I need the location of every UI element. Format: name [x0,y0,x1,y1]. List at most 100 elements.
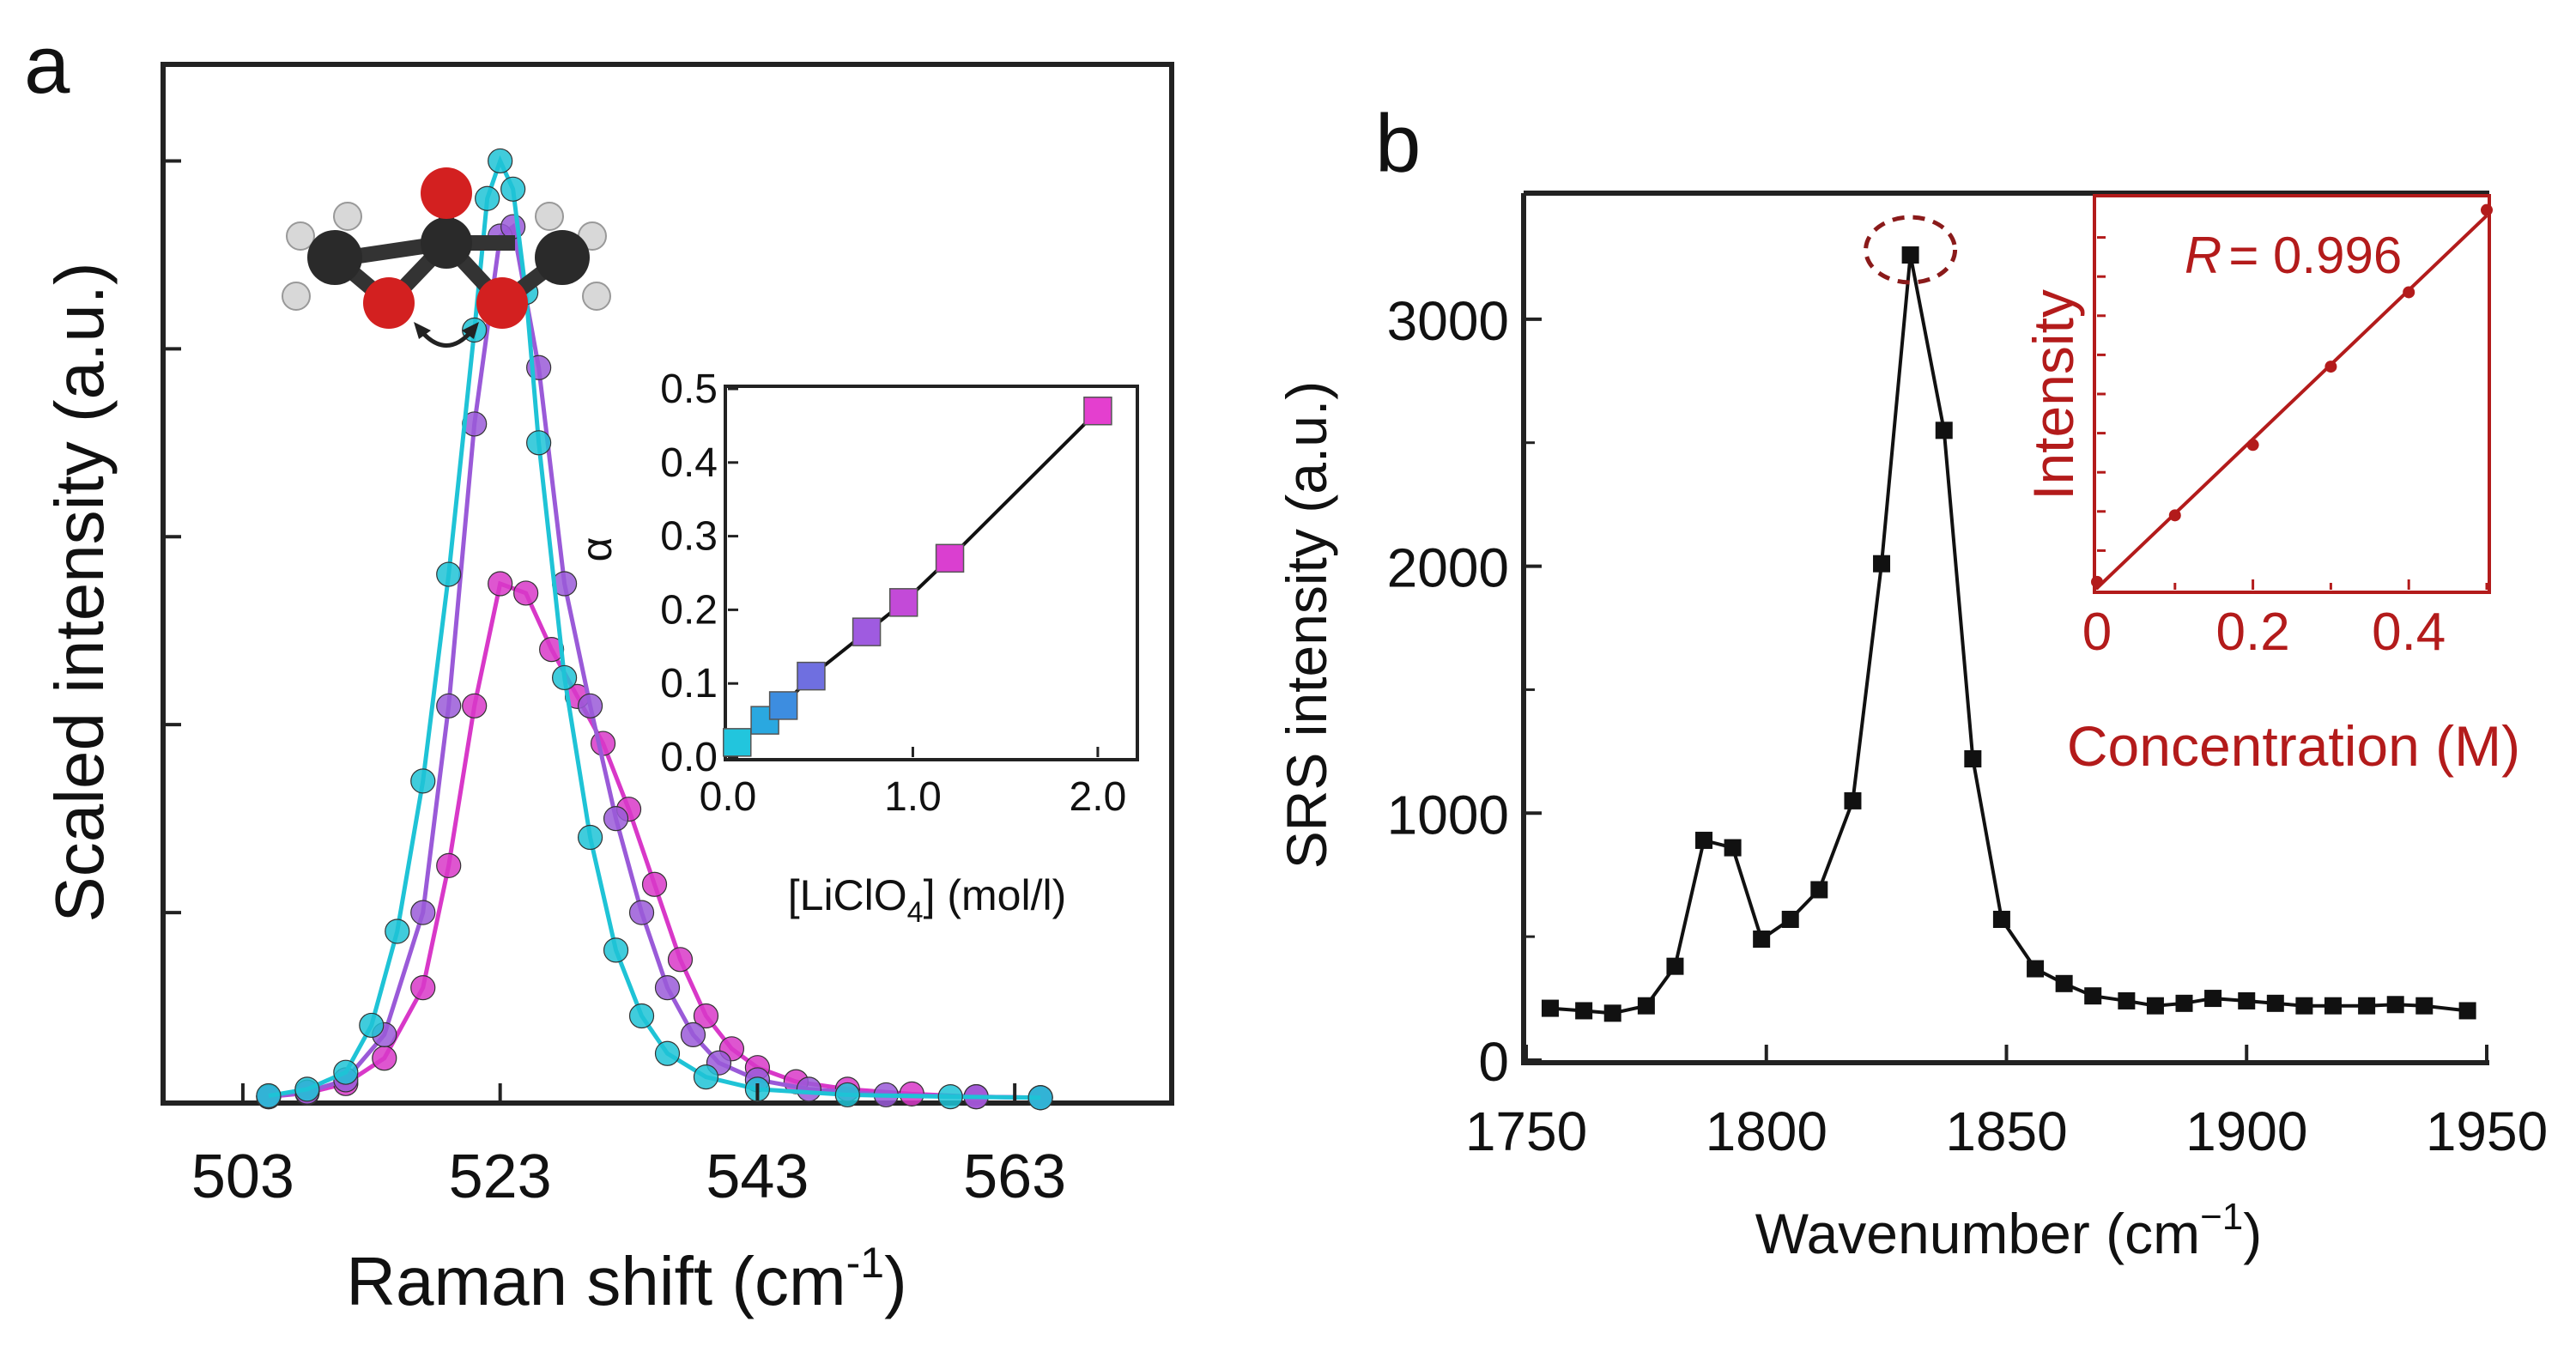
panel-b-y-tick-label-3: 3000 [1387,290,1509,352]
panel-b-inset-point-3 [2324,361,2337,373]
panel-a-inset-point-5 [888,588,918,617]
panel-b-x-tick-label-2: 1850 [1945,1100,2067,1162]
panel-b-point-25 [2295,997,2313,1015]
panel-b-point-2 [1603,1004,1621,1022]
panel-a-inset-y-ticks: 0.0 0.1 0.2 0.3 0.4 0.5 [660,367,738,780]
panel-b-point-6 [1724,839,1742,857]
panel-b-point-1 [1575,1002,1593,1020]
panel-a-inset-y-tick-label-3: 0.3 [660,514,718,560]
panel-a-point-magenta-3 [372,1046,397,1071]
panel-b-inset-point-0 [2091,575,2103,588]
panel-a-point-cyan-9 [488,148,513,174]
panel-a-x-tick-label-3: 563 [963,1143,1066,1211]
panel-a-series-line-violet [268,222,1041,1100]
panel-b: 0 1000 2000 3000 1750 1800 1850 1900 1950 Waven… [1275,191,2548,1265]
panel-a-inset-point-0 [723,728,752,757]
panel-a-inset-y-tick-label-2: 0.2 [660,587,718,633]
panel-b-inset-series [2091,203,2493,590]
panel-a-point-violet-18 [796,1076,821,1102]
panel-a-inset-x-ticks: 0.0 1.0 2.0 [700,747,1126,820]
panel-label-b: b [1375,98,1421,190]
panel-a-point-magenta-13 [641,871,668,897]
panel-a-point-violet-8 [500,214,526,239]
panel-a-inset-point-3 [797,661,826,691]
panel-a-inset-x-tick-label-1: 1.0 [884,774,942,820]
panel-b-y-tick-label-2: 2000 [1387,537,1509,599]
panel-a-inset-y-tick-label-5: 0.5 [660,367,718,412]
panel-b-point-3 [1637,997,1655,1015]
panel-a-point-cyan-8 [475,185,500,211]
panel-b-point-19 [2118,991,2136,1009]
panel-b-point-22 [2204,990,2222,1008]
panel-a-point-cyan-10 [500,176,526,202]
panel-label-a: a [24,19,70,111]
panel-b-point-9 [1810,881,1828,899]
panel-b-inset-fit-line [2095,214,2488,590]
panel-b-inset-ticks: 0 0.2 0.4 [2082,236,2488,662]
panel-b-point-7 [1753,931,1771,949]
panel-b-point-14 [1964,749,1982,767]
panel-b-point-26 [2324,997,2342,1015]
panel-b-axes [1521,191,2489,1065]
panel-b-x-tick-label-1: 1800 [1706,1100,1827,1162]
panel-b-inset: 0 0.2 0.4 R = 0.996 Concentration (M) Inten… [2021,194,2520,778]
panel-b-point-20 [2146,997,2164,1015]
panel-b-point-24 [2266,994,2284,1012]
panel-b-x-ticks: 1750 1800 1850 1900 1950 [1465,1045,2548,1162]
peak-highlight-circle [1864,215,1958,285]
panel-a-point-cyan-20 [834,1082,860,1108]
panel-b-point-12 [1901,246,1919,264]
panel-a-point-violet-15 [680,1022,706,1047]
panel-a-point-cyan-0 [256,1082,282,1109]
panel-a-y-minor-ticks [166,159,181,915]
panel-a-point-cyan-6 [436,561,462,587]
panel-b-inset-point-1 [2168,509,2181,522]
panel-a: 503 523 543 563 Raman shift (cm-1) Scaled i… [41,62,1174,1319]
panel-b-inset-point-4 [2403,286,2415,299]
panel-a-x-axis-title: Raman shift (cm-1) [346,1239,906,1319]
panel-b-point-15 [1992,911,2010,929]
panel-a-inset: 0.0 0.1 0.2 0.3 0.4 0.5 0.0 1.0 2.0 [LiClO4] (m… [573,367,1139,929]
panel-b-point-0 [1541,999,1559,1017]
panel-a-point-magenta-7 [488,571,513,597]
panel-b-y-tick-label-0: 0 [1478,1031,1509,1093]
panel-b-series [1541,246,2476,1022]
panel-a-inset-y-tick-label-1: 0.1 [660,661,718,706]
panel-a-point-magenta-14 [667,947,694,973]
panel-a-point-cyan-15 [603,937,629,963]
panel-a-frame [161,62,1174,1106]
panel-a-point-cyan-12 [526,430,552,456]
panel-a-inset-y-tick-label-4: 0.4 [660,440,718,486]
panel-a-point-magenta-6 [462,693,488,718]
panel-b-point-16 [2027,960,2045,978]
panel-a-point-cyan-5 [410,768,436,794]
panel-b-point-28 [2386,996,2404,1014]
panel-b-x-axis-title: Wavenumber (cm−1) [1755,1196,2263,1265]
panel-a-inset-x-axis-title: [LiClO4] (mol/l) [788,871,1067,929]
panel-a-point-violet-12 [603,806,629,832]
panel-b-point-10 [1844,791,1862,809]
panel-b-point-21 [2175,994,2193,1012]
panel-a-inset-x-tick-label-0: 0.0 [700,774,757,820]
panel-a-x-tick-label-0: 503 [191,1143,294,1211]
panel-a-point-cyan-2 [333,1059,359,1085]
panel-a-point-violet-14 [654,975,681,1001]
panel-b-point-13 [1935,421,1953,440]
panel-a-point-violet-11 [577,693,603,718]
correlation-annotation: R = 0.996 [2185,227,2402,284]
panel-b-y-tick-label-1: 1000 [1387,784,1509,846]
panel-b-point-23 [2238,991,2256,1009]
panel-a-x-ticks: 503 523 543 563 [191,1083,1066,1211]
panel-a-point-cyan-1 [294,1076,320,1102]
panel-a-inset-point-6 [935,543,965,573]
panel-a-inset-series [723,396,1112,757]
panel-a-point-magenta-9 [539,637,565,663]
panel-b-y-axis-title: SRS intensity (a.u.) [1275,381,1338,870]
panel-a-point-cyan-17 [654,1040,681,1066]
panel-a-x-tick-label-2: 543 [706,1143,809,1211]
panel-b-inset-x-tick-label-0: 0 [2082,603,2112,662]
panel-b-point-29 [2415,997,2434,1015]
panel-a-point-magenta-4 [410,975,436,1001]
panel-a-point-cyan-3 [359,1012,385,1039]
panel-a-point-magenta-5 [436,852,462,878]
